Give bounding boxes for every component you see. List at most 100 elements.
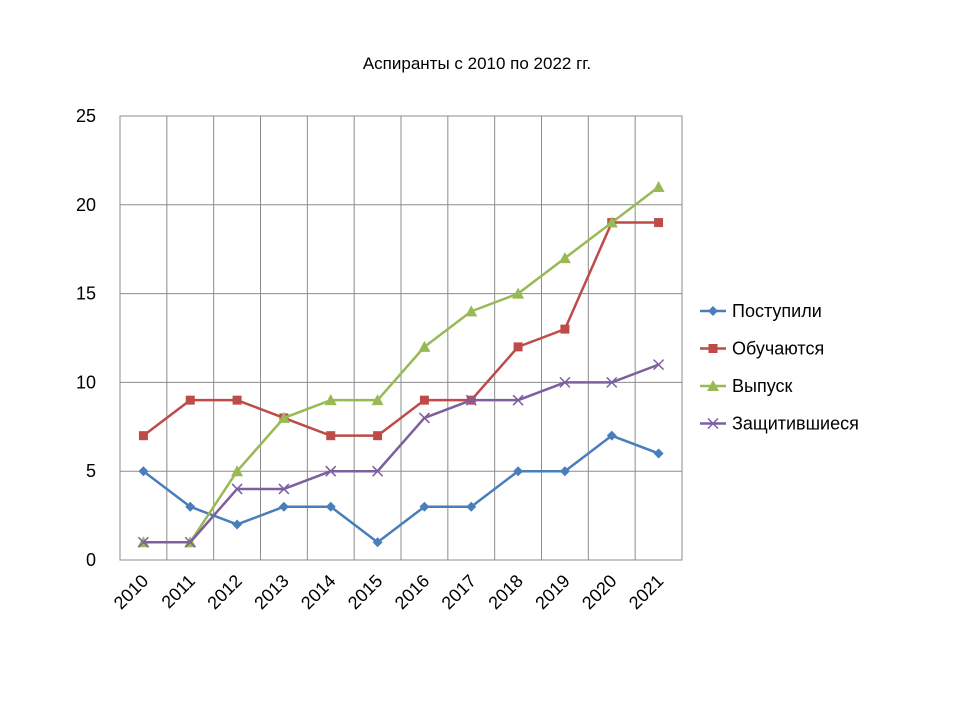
point-marker: [513, 466, 524, 477]
x-tick-label: 2012: [203, 571, 245, 613]
x-tick-label: 2018: [484, 571, 526, 613]
point-marker: [560, 324, 570, 334]
point-marker: [606, 430, 617, 441]
series-line: [142, 434, 660, 544]
point-marker: [326, 431, 336, 441]
point-marker: [466, 501, 477, 512]
cross-stroke: [606, 376, 618, 388]
point-marker: [138, 466, 149, 477]
chart-title: Аспиранты с 2010 по 2022 гг.: [363, 54, 591, 73]
point-marker: [373, 431, 383, 441]
x-tick-label: 2021: [625, 571, 667, 613]
point-marker: [708, 344, 718, 353]
x-tick-label: 2014: [297, 571, 339, 613]
legend-label: Защитившиеся: [732, 414, 859, 434]
point-marker: [418, 340, 431, 352]
point-marker: [465, 305, 478, 317]
series-cross: [137, 359, 665, 548]
point-marker: [277, 411, 290, 423]
point-marker: [232, 395, 242, 405]
cross-stroke: [278, 483, 290, 495]
point-marker: [418, 412, 430, 424]
y-tick-label: 0: [86, 550, 96, 570]
point-marker: [513, 342, 523, 352]
series-diamond: [138, 430, 664, 548]
cross-stroke: [137, 536, 149, 548]
point-marker: [324, 394, 337, 406]
point-marker: [653, 448, 664, 459]
point-marker: [231, 483, 243, 495]
point-marker: [371, 394, 384, 406]
cross-stroke: [231, 483, 243, 495]
point-marker: [559, 376, 571, 388]
point-marker: [605, 216, 618, 228]
point-marker: [278, 483, 290, 495]
legend-label: Обучаются: [732, 339, 824, 359]
series-line: [142, 363, 660, 544]
point-marker: [372, 537, 383, 548]
cross-stroke: [184, 536, 196, 548]
y-tick-label: 20: [76, 195, 96, 215]
cross-stroke: [653, 359, 665, 371]
point-marker: [325, 501, 336, 512]
x-tick-label: 2016: [391, 571, 433, 613]
point-marker: [606, 376, 618, 388]
point-marker: [652, 181, 665, 193]
legend-label: Поступили: [732, 301, 822, 321]
point-marker: [184, 536, 196, 548]
y-tick-label: 25: [76, 106, 96, 126]
cross-stroke: [707, 417, 719, 430]
x-tick-label: 2011: [158, 571, 200, 613]
cross-stroke: [559, 376, 571, 388]
cross-stroke: [465, 394, 477, 406]
x-axis: 2010 2011 2012 2013 2014 2015 2016 2017 2018 2019…: [110, 571, 668, 613]
y-tick-label: 5: [86, 461, 96, 481]
x-tick-label: 2019: [531, 571, 573, 613]
point-marker: [231, 465, 244, 477]
point-marker: [372, 465, 384, 477]
series-layer: [137, 181, 665, 548]
cross-stroke: [325, 465, 337, 477]
plot-area-border: [119, 115, 683, 561]
point-marker: [707, 380, 719, 391]
point-marker: [325, 465, 337, 477]
point-marker: [185, 501, 196, 512]
cross-stroke: [512, 394, 524, 406]
point-marker: [137, 536, 149, 548]
series-line: [142, 185, 660, 544]
point-marker: [138, 431, 148, 441]
y-tick-label: 15: [76, 284, 96, 304]
x-tick-label: 2017: [438, 571, 480, 613]
legend-item: Защитившиеся: [700, 414, 859, 434]
x-tick-label: 2015: [344, 571, 386, 613]
cross-stroke: [372, 465, 384, 477]
point-marker: [708, 306, 718, 316]
point-marker: [185, 395, 195, 405]
legend-item: Обучаются: [700, 339, 824, 359]
plot-grid: [119, 115, 683, 561]
x-tick-label: 2013: [250, 571, 292, 613]
point-marker: [654, 218, 664, 228]
legend-item: Выпуск: [700, 376, 792, 396]
point-marker: [707, 417, 719, 430]
point-marker: [232, 519, 243, 530]
y-tick-label: 10: [76, 372, 96, 392]
cross-stroke: [418, 412, 430, 424]
point-marker: [558, 252, 571, 264]
point-marker: [419, 501, 430, 512]
series-line: [142, 221, 660, 437]
point-marker: [419, 395, 429, 405]
point-marker: [512, 287, 525, 299]
legend: Поступили Обучаются Выпуск Защитившиеся: [700, 301, 859, 434]
x-tick-label: 2020: [578, 571, 620, 613]
y-axis: 0 5 10 15 20 25: [76, 106, 96, 570]
point-marker: [559, 466, 570, 477]
x-tick-label: 2010: [110, 571, 152, 613]
legend-item: Поступили: [700, 301, 822, 321]
point-marker: [465, 394, 477, 406]
point-marker: [512, 394, 524, 406]
point-marker: [278, 501, 289, 512]
point-marker: [653, 359, 665, 371]
legend-label: Выпуск: [732, 376, 792, 396]
